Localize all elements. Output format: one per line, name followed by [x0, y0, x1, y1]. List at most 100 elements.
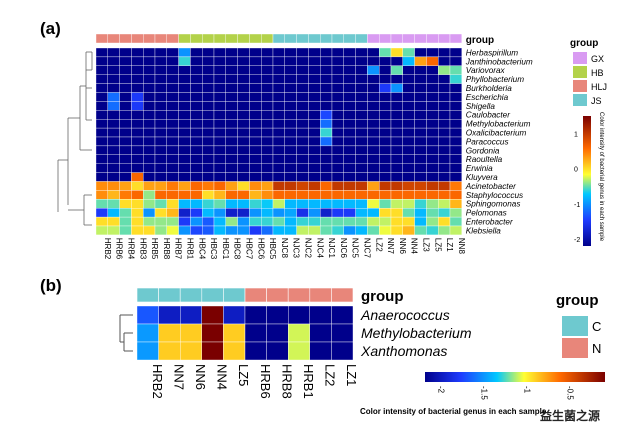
heatmap-cell	[154, 101, 167, 111]
heatmap-cell	[272, 136, 285, 147]
heatmap-cell	[308, 145, 321, 155]
heatmap-cell	[331, 56, 344, 66]
sample-label: LZ5	[433, 238, 442, 252]
heatmap-cell	[223, 341, 246, 361]
heatmap-cell	[225, 119, 238, 129]
heatmap-cell	[154, 74, 167, 84]
genus-label: Klebsiella	[466, 226, 501, 235]
heatmap-cell	[131, 145, 144, 155]
heatmap-cell	[166, 65, 179, 75]
heatmap-cell	[249, 208, 262, 218]
heatmap-cell	[343, 181, 356, 191]
heatmap-cell	[95, 65, 108, 75]
heatmap-cell	[272, 110, 285, 120]
heatmap-cell	[107, 199, 120, 209]
heatmap-cell	[95, 199, 108, 209]
heatmap-cell	[331, 65, 344, 75]
heatmap-cell	[288, 323, 311, 343]
heatmap-cell	[178, 225, 191, 236]
heatmap-cell	[272, 101, 285, 111]
sample-label: NJC5	[351, 238, 360, 259]
group-strip-cell	[355, 33, 368, 44]
heatmap-cell	[107, 136, 120, 147]
heatmap-cell	[213, 110, 226, 120]
heatmap-cell	[213, 181, 226, 191]
heatmap-cell	[426, 101, 439, 111]
heatmap-cell	[414, 119, 427, 129]
heatmap-cell	[249, 199, 262, 209]
heatmap-cell	[154, 136, 167, 147]
heatmap-cell	[119, 110, 132, 120]
heatmap-cell	[213, 163, 226, 173]
heatmap-cell	[343, 47, 356, 58]
heatmap-cell	[438, 154, 451, 164]
heatmap-cell	[414, 92, 427, 102]
heatmap-cell	[284, 190, 297, 200]
heatmap-cell	[414, 47, 427, 58]
heatmap-cell	[131, 92, 144, 102]
heatmap-cell	[95, 83, 108, 93]
heatmap-cell	[320, 136, 333, 147]
heatmap-cell	[131, 136, 144, 147]
heatmap-cell	[154, 65, 167, 75]
genus-label: Kluyvera	[466, 173, 498, 182]
sample-label: HBC3	[209, 238, 218, 260]
heatmap-cell	[367, 127, 380, 138]
sample-label: HRB2	[103, 238, 112, 260]
heatmap-cell	[131, 225, 144, 236]
heatmap-cell	[225, 208, 238, 218]
heatmap-cell	[225, 65, 238, 75]
group-strip-cell	[308, 33, 321, 44]
heatmap-cell	[296, 172, 309, 182]
heatmap-cell	[402, 181, 415, 191]
heatmap-cell	[190, 101, 203, 111]
heatmap-cell	[284, 127, 297, 138]
heatmap-cell	[367, 225, 380, 236]
heatmap-cell	[119, 145, 132, 155]
heatmap-cell	[438, 127, 451, 138]
heatmap-cell	[426, 154, 439, 164]
heatmap-cell	[379, 172, 392, 182]
heatmap-cell	[202, 65, 215, 75]
heatmap-cell	[237, 190, 250, 200]
heatmap-cell	[367, 154, 380, 164]
group-strip-cell	[190, 33, 203, 44]
heatmap-cell	[438, 208, 451, 218]
heatmap-cell	[272, 154, 285, 164]
heatmap-cell	[107, 190, 120, 200]
heatmap-cell	[190, 208, 203, 218]
heatmap-cell	[131, 65, 144, 75]
genus-label: Sphingomonas	[466, 200, 521, 209]
sample-label: NN7	[171, 364, 186, 390]
heatmap-cell	[143, 47, 156, 58]
heatmap-cell	[143, 56, 156, 66]
heatmap-cell	[284, 172, 297, 182]
heatmap-cell	[331, 145, 344, 155]
heatmap-cell	[261, 74, 274, 84]
group-strip-cell	[95, 33, 109, 44]
heatmap-cell	[320, 56, 333, 66]
heatmap-cell	[426, 163, 439, 173]
legend-swatch	[573, 66, 587, 78]
heatmap-cell	[426, 199, 439, 209]
heatmap-cell	[119, 208, 132, 218]
heatmap-cell	[131, 199, 144, 209]
heatmap-cell	[343, 127, 356, 138]
heatmap-cell	[402, 56, 415, 66]
heatmap-cell	[119, 74, 132, 84]
heatmap-cell	[426, 92, 439, 102]
heatmap-cell	[249, 101, 262, 111]
heatmap-cell	[331, 172, 344, 182]
heatmap-cell	[379, 163, 392, 173]
heatmap-cell	[237, 92, 250, 102]
heatmap-cell	[367, 172, 380, 182]
heatmap-cell	[355, 190, 368, 200]
genus-label: Raoultella	[466, 155, 503, 164]
heatmap-cell	[320, 199, 333, 209]
heatmap-cell	[296, 145, 309, 155]
sample-label: HRB3	[138, 238, 147, 260]
heatmap-cell	[166, 190, 179, 200]
group-strip-cell	[331, 33, 345, 44]
heatmap-cell	[190, 74, 203, 84]
heatmap-cell	[426, 136, 439, 147]
